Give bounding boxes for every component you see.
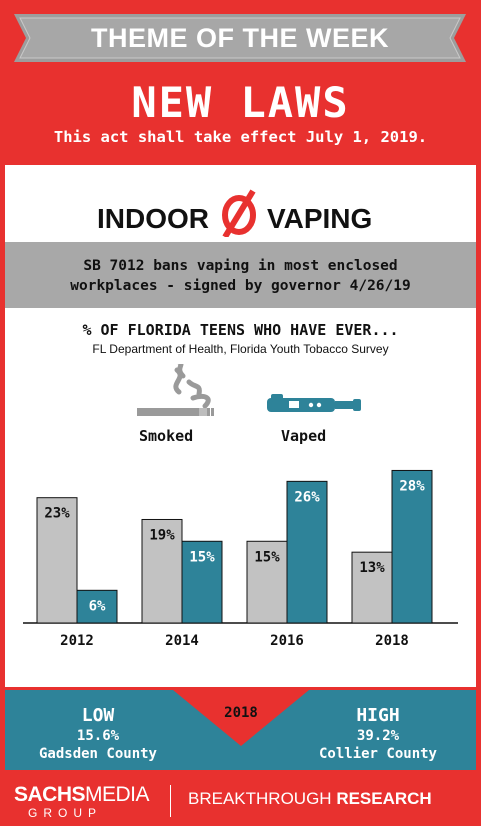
headline: NEW LAWS xyxy=(131,78,350,127)
cigarette-icon xyxy=(137,364,214,416)
x-tick-label-2016: 2016 xyxy=(270,633,304,649)
data-label-smoked-2014: 19% xyxy=(149,527,175,543)
bar-smoked-2016 xyxy=(246,540,288,624)
prohibited-icon xyxy=(222,189,256,237)
data-label-vaped-2012: 6% xyxy=(89,598,106,614)
logo-sachs: SACHS xyxy=(14,783,86,806)
x-tick-label-2014: 2014 xyxy=(165,633,199,649)
county-range-band: 2018 LOW 15.6% Gadsden County HIGH 39.2%… xyxy=(5,690,476,770)
data-label-vaped-2018: 28% xyxy=(399,478,425,494)
legend-vaped: Vaped xyxy=(281,427,327,445)
bar-vaped-2018 xyxy=(391,469,433,624)
bill-summary-line2: workplaces - signed by governor 4/26/19 xyxy=(70,278,411,294)
logo-group: GROUP xyxy=(28,806,103,820)
data-label-smoked-2012: 23% xyxy=(44,506,70,522)
bill-summary-line1: SB 7012 bans vaping in most enclosed xyxy=(83,258,398,274)
data-label-vaped-2014: 15% xyxy=(189,549,215,565)
breakthrough-research-logo: BREAKTHROUGH RESEARCH xyxy=(188,789,432,809)
partner-word-a: BREAKTHROUGH xyxy=(188,789,332,808)
data-label-smoked-2018: 13% xyxy=(359,560,385,576)
data-label-smoked-2016: 15% xyxy=(254,549,280,565)
bar-vaped-2016 xyxy=(286,480,328,624)
low-label: LOW xyxy=(81,705,115,726)
range-band-shape xyxy=(5,690,476,770)
bar-chart: 23% 6% 2012 19% 15% 2014 15% 26% 2016 13% 28% 2018 xyxy=(23,469,458,649)
high-county: HIGH 39.2% Collier County xyxy=(293,705,463,763)
footer-brand-bar: SACHSMEDIA GROUP BREAKTHROUGH RESEARCH xyxy=(0,775,481,826)
indoor-vaping-ban: INDOOR VAPING xyxy=(5,183,476,237)
bill-summary: SB 7012 bans vaping in most enclosed wor… xyxy=(5,242,476,308)
legend-smoked: Smoked xyxy=(139,427,194,445)
theme-banner: THEME OF THE WEEK xyxy=(14,14,466,62)
range-year: 2018 xyxy=(224,705,258,721)
ban-word-vaping: VAPING xyxy=(267,203,373,234)
x-tick-label-2012: 2012 xyxy=(60,633,94,649)
ban-word-indoor: INDOOR xyxy=(97,203,209,234)
sachs-media-logo: SACHSMEDIA xyxy=(14,783,150,807)
partner-word-b: RESEARCH xyxy=(336,789,432,808)
low-county: LOW 15.6% Gadsden County xyxy=(13,705,183,763)
logo-media: MEDIA xyxy=(85,783,150,806)
bar-vaped-2014 xyxy=(181,540,223,624)
bar-smoked-2012 xyxy=(36,497,78,624)
brand-divider xyxy=(170,785,171,817)
x-tick-label-2018: 2018 xyxy=(375,633,409,649)
low-county-name: Gadsden County xyxy=(38,746,157,762)
chart-title: % OF FLORIDA TEENS WHO HAVE EVER... xyxy=(82,321,399,339)
vape-pen-icon xyxy=(267,394,361,412)
data-label-vaped-2016: 26% xyxy=(294,489,320,505)
chart-source: FL Department of Health, Florida Youth T… xyxy=(92,342,389,356)
bar-vaped-2012 xyxy=(76,589,118,624)
high-label: HIGH xyxy=(356,705,400,726)
high-county-name: Collier County xyxy=(318,746,437,762)
banner-title: THEME OF THE WEEK xyxy=(91,23,389,53)
high-value: 39.2% xyxy=(356,728,400,744)
low-value: 15.6% xyxy=(76,728,120,744)
content-panel: INDOOR VAPING SB 7012 bans vaping in mos… xyxy=(5,165,476,687)
banner-ribbon xyxy=(14,14,466,62)
effective-date: This act shall take effect July 1, 2019. xyxy=(53,128,428,146)
